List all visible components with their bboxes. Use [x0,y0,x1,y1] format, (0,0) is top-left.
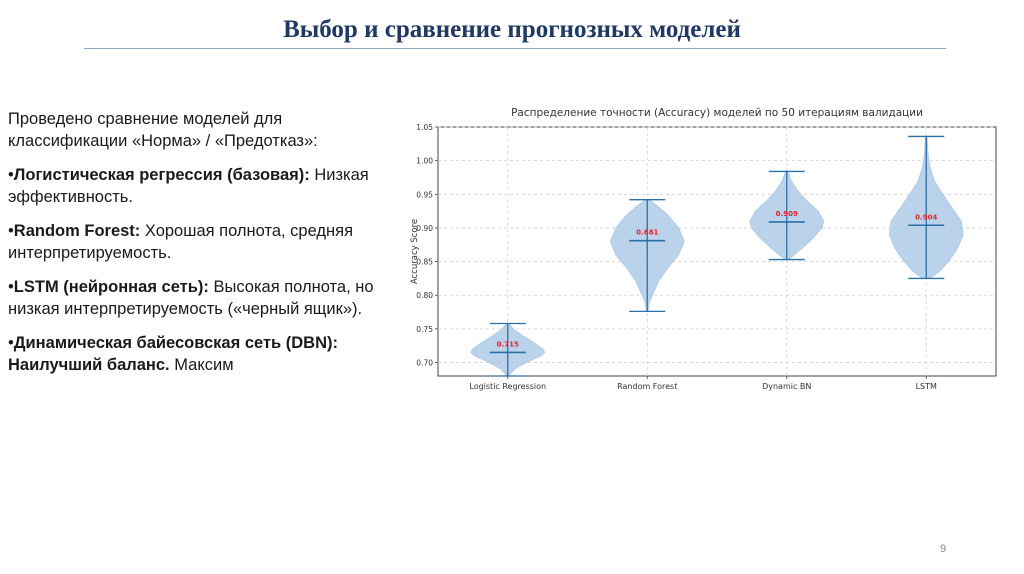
x-tick-label: Random Forest [617,382,677,391]
bullet-mark: • [8,166,14,184]
y-tick-label: 0.75 [416,325,433,334]
item-text: Высокая полнота, но низкая интерпретируе… [8,278,374,318]
slide-title: Выбор и сравнение прогнозных моделей [283,16,741,43]
item-text: Низкая эффективность. [8,166,369,206]
item-bold: Random Forest: [13,222,141,240]
item-bold: Динамическая байесовская сеть (DBN): Наи… [8,334,338,374]
median-label: 0.881 [636,229,658,237]
title-divider [84,48,946,49]
bullet-mark: • [8,222,14,240]
violin-chart-svg: Распределение точности (Accuracy) моделе… [410,107,997,391]
item-text: Хорошая полнота, средняя интерпретируемо… [8,222,354,262]
bullet-mark: • [8,334,14,352]
x-tick-label: Dynamic BN [762,382,811,391]
page-number: 9 [940,543,947,555]
bullet-mark: • [8,278,14,296]
list-item: •Random Forest: Хорошая полнота, средняя… [8,220,380,264]
median-label: 0.909 [776,210,798,218]
y-tick-label: 0.90 [416,224,433,233]
x-tick-label: Logistic Regression [469,382,546,391]
median-label: 0.715 [497,340,519,348]
item-bold: Логистическая регрессия (базовая): [13,166,310,184]
list-item: •Динамическая байесовская сеть (DBN): На… [8,332,380,376]
item-text: Максим [169,356,234,374]
chart-title: Распределение точности (Accuracy) моделе… [511,107,923,119]
item-bold: LSTM (нейронная сеть): [13,278,209,296]
y-tick-label: 1.00 [416,157,433,166]
y-tick-label: 0.80 [416,291,433,300]
y-tick-label: 0.85 [416,258,433,267]
list-item: •LSTM (нейронная сеть): Высокая полнота,… [8,276,380,320]
intro-paragraph: Проведено сравнение моделей для классифи… [8,110,318,150]
violin-chart: Распределение точности (Accuracy) моделе… [402,96,1006,402]
y-tick-label: 0.95 [416,190,433,199]
x-tick-label: LSTM [916,382,937,391]
list-item: •Логистическая регрессия (базовая): Низк… [8,164,380,208]
median-label: 0.904 [915,213,937,221]
text-column: Проведено сравнение моделей для классифи… [8,108,380,388]
y-axis-label: Accuracy Score [410,219,420,284]
y-tick-label: 0.70 [416,359,433,368]
y-tick-label: 1.05 [416,123,433,132]
